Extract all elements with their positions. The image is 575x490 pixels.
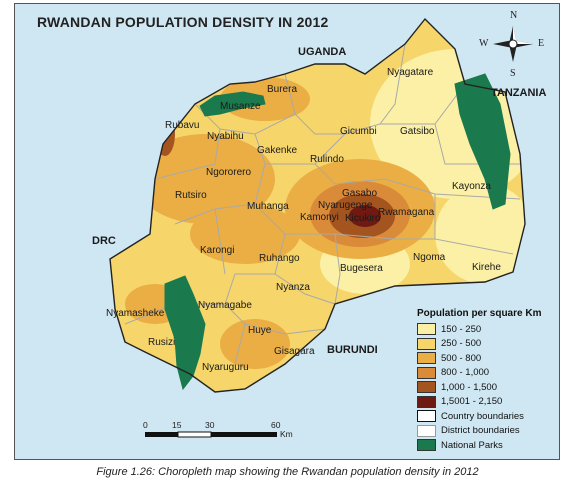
- compass-letter-n: N: [510, 10, 518, 21]
- district-label-rulindo: Rulindo: [310, 154, 344, 165]
- legend-title: Population per square Km: [417, 308, 542, 319]
- legend-swatch-country-boundary: [417, 410, 436, 423]
- scale-unit: Km: [280, 429, 293, 439]
- legend-row: 500 - 800: [417, 351, 549, 366]
- density-zone-rubavu: [155, 112, 175, 156]
- neighbor-label-drc: DRC: [92, 235, 116, 247]
- density-zone-southeast: [435, 184, 525, 284]
- district-label-ruhango: Ruhango: [259, 253, 300, 264]
- compass-letter-e: E: [538, 38, 545, 49]
- district-boundaries: [124, 43, 521, 365]
- legend-row: Country boundaries: [417, 409, 549, 424]
- legend-swatch: [417, 337, 436, 350]
- compass-letter-w: W: [479, 38, 489, 49]
- district-label-kirehe: Kirehe: [472, 262, 501, 273]
- legend-label: National Parks: [441, 439, 503, 451]
- district-label-rwamagana: Rwamagana: [378, 207, 435, 218]
- district-label-nyaruguru: Nyaruguru: [202, 362, 249, 373]
- legend-swatch: [417, 381, 436, 394]
- legend-row: 800 - 1,000: [417, 366, 549, 381]
- compass-east-half: [513, 40, 533, 44]
- legend-swatch-district-boundary: [417, 424, 436, 437]
- neighbor-label-tanzania: TANZANIA: [491, 87, 547, 99]
- legend-row: 150 - 250: [417, 322, 549, 337]
- district-label-musanze: Musanze: [220, 101, 261, 112]
- district-label-gasabo: Gasabo: [342, 188, 378, 199]
- legend-label: 1,5001 - 2,150: [441, 396, 503, 408]
- legend-swatch-national-park: [417, 439, 436, 452]
- district-label-nyamagabe: Nyamagabe: [198, 300, 252, 311]
- legend-label: 500 - 800: [441, 352, 482, 364]
- neighbor-label-uganda: UGANDA: [298, 46, 347, 58]
- scale-tick-0: 0: [143, 420, 148, 430]
- density-zone-west: [135, 134, 275, 224]
- district-label-gicumbi: Gicumbi: [340, 126, 377, 137]
- density-zone-huye: [220, 319, 290, 369]
- district-label-nyanza: Nyanza: [276, 282, 310, 293]
- legend-label: 1,000 - 1,500: [441, 381, 497, 393]
- compass-north-half: [513, 26, 517, 44]
- legend-label: 250 - 500: [441, 338, 482, 350]
- district-label-gakenke: Gakenke: [257, 145, 298, 156]
- scale-tick-30: 30: [205, 420, 215, 430]
- legend-swatch: [417, 366, 436, 379]
- map-title: RWANDAN POPULATION DENSITY IN 2012: [37, 14, 329, 30]
- compass-center: [508, 39, 518, 49]
- legend-swatch: [417, 352, 436, 365]
- district-label-kayonza: Kayonza: [452, 181, 491, 192]
- scale-bar: [145, 431, 277, 438]
- density-zone-north: [220, 77, 310, 121]
- density-zone-kigali-core: [349, 205, 381, 227]
- scale-tick-15: 15: [172, 420, 182, 430]
- district-label-rutsiro: Rutsiro: [175, 190, 207, 201]
- legend-label: District boundaries: [441, 425, 520, 437]
- legend-label: 150 - 250: [441, 323, 482, 335]
- district-label-ngororero: Ngororero: [206, 167, 252, 178]
- district-label-kicukiro: Kicukiro: [345, 213, 381, 224]
- legend-row: 1,5001 - 2,150: [417, 395, 549, 410]
- compass-letter-s: S: [510, 68, 516, 79]
- district-label-burera: Burera: [267, 84, 298, 95]
- district-label-gatsibo: Gatsibo: [400, 126, 435, 137]
- district-label-nyarugenge: Nyarugenge: [318, 200, 373, 211]
- district-label-karongi: Karongi: [200, 245, 235, 256]
- density-zone-centre: [190, 204, 300, 264]
- district-label-rusizi: Rusizi: [148, 337, 176, 348]
- park-volcanoes: [199, 91, 266, 117]
- compass-rose: [493, 26, 533, 62]
- map-frame: RWANDAN POPULATION DENSITY IN 2012 UGAND…: [14, 3, 560, 460]
- district-label-kamonyi: Kamonyi: [300, 212, 339, 223]
- district-label-nyagatare: Nyagatare: [387, 67, 434, 78]
- legend-label: 800 - 1,000: [441, 367, 490, 379]
- district-label-nyamasheke: Nyamasheke: [106, 308, 165, 319]
- legend-row: National Parks: [417, 438, 549, 453]
- district-label-nyabihu: Nyabihu: [207, 131, 244, 142]
- legend-row: 1,000 - 1,500: [417, 380, 549, 395]
- legend-label: Country boundaries: [441, 410, 524, 422]
- scale-tick-60: 60: [271, 420, 281, 430]
- district-label-bugesera: Bugesera: [340, 263, 383, 274]
- district-label-gisagara: Gisagara: [274, 346, 315, 357]
- district-label-huye: Huye: [248, 325, 272, 336]
- map-canvas: [109, 17, 533, 438]
- legend-swatch: [417, 395, 436, 408]
- neighbor-label-burundi: BURUNDI: [327, 344, 378, 356]
- legend-row: District boundaries: [417, 424, 549, 439]
- district-label-muhanga: Muhanga: [247, 201, 289, 212]
- legend: Population per square Km 150 - 250 250 -…: [417, 308, 549, 453]
- district-label-ngoma: Ngoma: [413, 252, 446, 263]
- national-parks: [164, 73, 511, 391]
- legend-row: 250 - 500: [417, 337, 549, 352]
- country-boundary: [109, 17, 526, 393]
- district-label-rubavu: Rubavu: [165, 120, 200, 131]
- figure-caption: Figure 1.26: Choropleth map showing the …: [96, 466, 479, 478]
- legend-swatch: [417, 323, 436, 336]
